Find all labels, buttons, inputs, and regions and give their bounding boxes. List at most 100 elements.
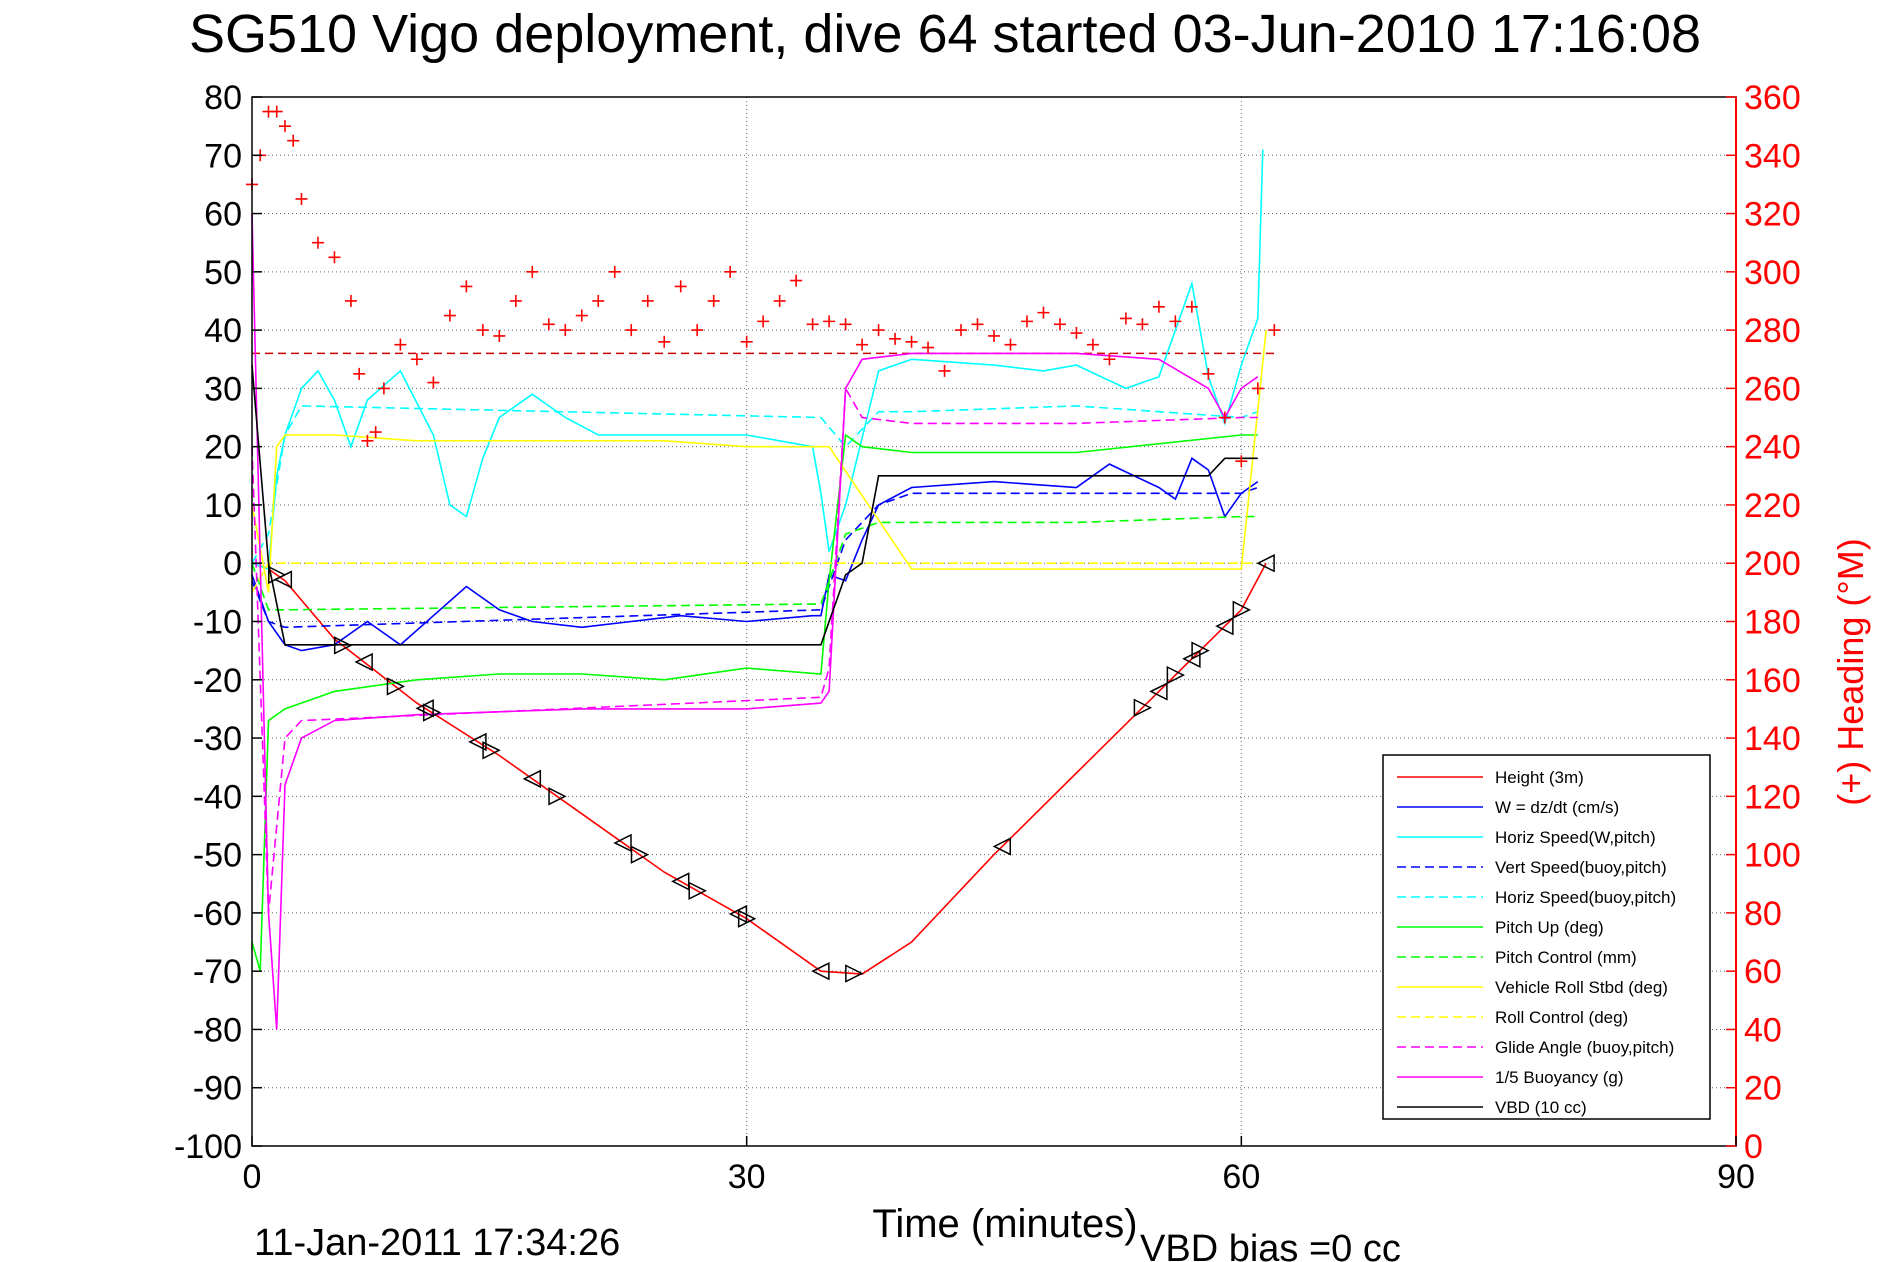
y2-tick-label: 320 (1744, 196, 1801, 234)
heading-point (674, 280, 687, 293)
series-line-6 (251, 515, 1258, 611)
y2-tick-label: 180 (1744, 604, 1801, 642)
heading-point (287, 134, 300, 147)
heading-point (905, 335, 918, 348)
heading-point (476, 324, 489, 337)
heading-point (1152, 300, 1165, 313)
heading-point (740, 335, 753, 348)
y2-tick-label: 120 (1744, 778, 1801, 816)
heading-point (295, 192, 308, 205)
legend-label-9: Glide Angle (buoy,pitch) (1495, 1038, 1674, 1057)
heading-point (427, 376, 440, 389)
legend: Height (3m) W = dz/dt (cm/s) Horiz Speed(W… (1382, 754, 1711, 1120)
y2-tick-label: 40 (1744, 1011, 1782, 1049)
vbd-marker (333, 636, 353, 655)
heading-point (1185, 300, 1198, 313)
heading-point (691, 324, 704, 337)
heading-point (757, 315, 770, 328)
series-line-2 (251, 149, 1264, 571)
y-tick-label: -80 (193, 1011, 242, 1049)
heading-point (971, 318, 984, 331)
heading-point (270, 105, 283, 118)
heading-point (856, 338, 869, 351)
y-tick-label: 40 (204, 312, 242, 350)
x-tick-label: 60 (1222, 1158, 1260, 1196)
series-line-5 (251, 433, 1258, 972)
heading-point (1103, 353, 1116, 366)
heading-point (369, 426, 382, 439)
heading-point (1235, 455, 1248, 468)
heading-point (361, 434, 374, 447)
y-tick-label: 30 (204, 370, 242, 408)
y2-tick-label: 260 (1744, 370, 1801, 408)
heading-point (1053, 318, 1066, 331)
heading-point (1119, 312, 1132, 325)
heading-point (377, 382, 390, 395)
heading-point (823, 315, 836, 328)
legend-label-6: Pitch Control (mm) (1495, 948, 1637, 967)
heading-point (353, 367, 366, 380)
heading-point (625, 324, 638, 337)
heading-point (394, 338, 407, 351)
heading-point (889, 332, 902, 345)
vbd-marker-layer (267, 554, 1275, 983)
series-line-7 (251, 330, 1267, 593)
heading-point (773, 294, 786, 307)
y2-tick-label: 360 (1744, 79, 1801, 117)
vbd-marker (811, 961, 830, 981)
vbd-marker (992, 837, 1011, 856)
heading-point (311, 236, 324, 249)
heading-point (806, 318, 819, 331)
legend-label-8: Roll Control (deg) (1495, 1008, 1628, 1027)
legend-box (1382, 754, 1711, 1120)
y2-tick-label: 340 (1744, 137, 1801, 175)
y2-tick-label: 280 (1744, 312, 1801, 350)
y-tick-label: -70 (193, 953, 242, 991)
y2-axis-label: (+) Heading (°M) (1830, 538, 1871, 805)
heading-point (707, 294, 720, 307)
vbd-marker (354, 652, 373, 672)
legend-label-3: Vert Speed(buoy,pitch) (1495, 858, 1667, 877)
y-tick-label: -20 (193, 662, 242, 700)
y2-tick-label: 80 (1744, 895, 1782, 933)
series-line-1 (251, 457, 1259, 652)
y-tick-label: 20 (204, 429, 242, 467)
vbd-marker (1191, 641, 1210, 660)
legend-label-11: VBD (10 cc) (1495, 1098, 1587, 1117)
legend-label-10: 1/5 Buoyancy (g) (1495, 1068, 1624, 1087)
heading-point (1004, 338, 1017, 351)
series-layer (251, 149, 1275, 1030)
heading-point (1218, 411, 1231, 424)
legend-label-7: Vehicle Roll Stbd (deg) (1495, 978, 1668, 997)
heading-point (1020, 315, 1033, 328)
vbd-marker (482, 741, 501, 760)
legend-label-4: Horiz Speed(buoy,pitch) (1495, 888, 1676, 907)
legend-label-2: Horiz Speed(W,pitch) (1495, 828, 1656, 847)
legend-label-1: W = dz/dt (cm/s) (1495, 798, 1619, 817)
y2-tick-label: 300 (1744, 254, 1801, 292)
y-tick-label: -90 (193, 1070, 242, 1108)
y-tick-label: -40 (193, 778, 242, 816)
heading-point (641, 294, 654, 307)
vbd-marker (422, 703, 442, 722)
vbd-marker (1256, 554, 1275, 573)
vbd-marker (1232, 600, 1252, 620)
y2-tick-label: 20 (1744, 1070, 1782, 1108)
series-line-4 (251, 405, 1259, 564)
heading-point (724, 265, 737, 278)
x-tick-label: 30 (728, 1158, 766, 1196)
heading-point (1202, 367, 1215, 380)
series-line-10 (251, 213, 1259, 1030)
heading-point (526, 265, 539, 278)
heading-point (1268, 324, 1281, 337)
vbd-marker (522, 769, 542, 789)
heading-point (1070, 327, 1083, 340)
heading-point (328, 251, 341, 264)
heading-point (1251, 382, 1264, 395)
vbd-marker (1133, 698, 1153, 717)
legend-label-0: Height (3m) (1495, 768, 1584, 787)
heading-point (1037, 306, 1050, 319)
y2-tick-label: 240 (1744, 429, 1801, 467)
heading-point (658, 335, 671, 348)
heading-point (1169, 315, 1182, 328)
